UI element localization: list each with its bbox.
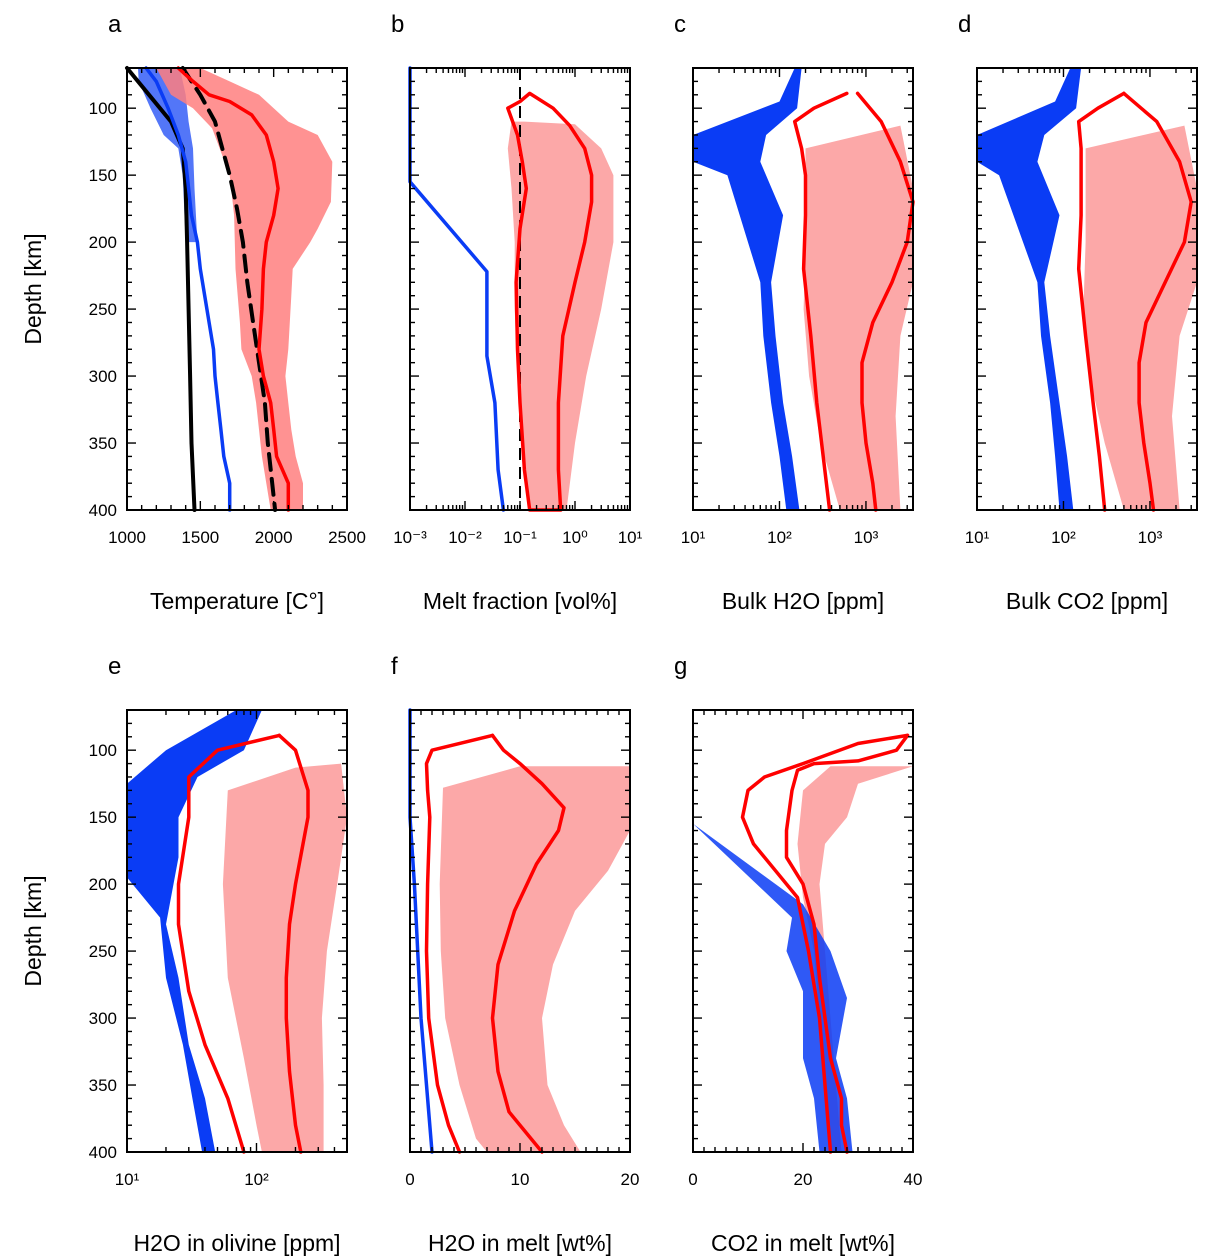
y-tick-label: 100 [89, 741, 117, 760]
x-axis-title: Bulk H2O [ppm] [722, 588, 884, 614]
panel-letter: g [674, 653, 687, 680]
red-line-f-2 [490, 733, 566, 1154]
red-line-a-3 [176, 66, 291, 512]
red-line-d-0 [1076, 91, 1126, 512]
panel-c: 10¹ 10² 10³ Bulk H2O [ppm] c [674, 11, 915, 614]
panel-letter: d [958, 11, 971, 38]
x-tick-label: 10⁰ [562, 528, 588, 547]
x-tick-label: 2500 [328, 528, 366, 547]
blue-line-a-2 [144, 66, 232, 512]
red-line-d-1 [1122, 91, 1193, 512]
x-tick-label: 0 [688, 1170, 697, 1189]
panel-b: 10⁻³ 10⁻² 10⁻¹ 10⁰ 10¹ Melt fraction [vol%] b [391, 11, 643, 614]
y-tick-label: 150 [89, 808, 117, 827]
blue-line-b-0 [408, 66, 506, 512]
red-line-f-1 [424, 733, 495, 1154]
x-tick-label: 10² [244, 1170, 269, 1189]
x-tick-label: 10⁻³ [393, 528, 427, 547]
y-tick-label: 200 [89, 233, 117, 252]
blue-band-c-0 [693, 68, 802, 510]
x-tick-label: 10³ [1138, 528, 1163, 547]
x-axis-title: Melt fraction [vol%] [423, 588, 617, 614]
y-tick-label: 400 [89, 1143, 117, 1162]
red-line-g-1 [784, 733, 910, 1154]
blue-band-a-0 [138, 68, 198, 243]
x-axis-title: H2O in olivine [ppm] [133, 1230, 340, 1256]
y-tick-label: 100 [89, 99, 117, 118]
y-tick-label: 300 [89, 367, 117, 386]
panel-e: 10¹ 10² 100 150 200 250 300 350 400 Depth [km] H2O… [20, 653, 348, 1256]
x-tick-label: 10⁻¹ [503, 528, 537, 547]
x-axis-title: Temperature [C°] [150, 588, 324, 614]
black-line-a-1 [180, 66, 278, 512]
pink_fill-band-e-1 [222, 763, 347, 1152]
x-tick-label: 20 [621, 1170, 640, 1189]
red-line-c-1 [855, 91, 915, 512]
red-line-c-0 [792, 91, 849, 512]
y-tick-label: 350 [89, 1076, 117, 1095]
panel-letter: a [108, 11, 122, 38]
blue-band-g-1 [693, 710, 853, 1152]
y-axis-title: Depth [km] [20, 875, 46, 986]
x-tick-label: 40 [904, 1170, 923, 1189]
panel-letter: e [108, 653, 121, 680]
y-tick-label: 300 [89, 1009, 117, 1028]
panel-d: 10¹ 10² 10³ Bulk CO2 [ppm] d [958, 11, 1198, 614]
x-tick-label: 10 [511, 1170, 530, 1189]
pink_fill-band-d-1 [1083, 125, 1197, 510]
x-tick-label: 20 [794, 1170, 813, 1189]
plot-frame-a [126, 67, 348, 511]
x-tick-label: 10² [767, 528, 792, 547]
x-axis-title: H2O in melt [wt%] [428, 1230, 612, 1256]
x-tick-label: 0 [405, 1170, 414, 1189]
red-line-e-1 [277, 733, 310, 1154]
blue-band-e-0 [127, 710, 262, 1152]
panel-f: 0 10 20 H2O in melt [wt%] f [391, 653, 639, 1256]
x-tick-label: 10² [1051, 528, 1076, 547]
panel-letter: f [391, 653, 398, 680]
red-line-e-0 [176, 733, 282, 1154]
pink_fill-band-c-1 [803, 125, 913, 510]
y-tick-label: 200 [89, 875, 117, 894]
panel-letter: c [674, 11, 686, 38]
plot-frame-c [692, 67, 914, 511]
y-tick-label: 250 [89, 942, 117, 961]
x-tick-label: 10¹ [681, 528, 706, 547]
x-axis-title: CO2 in melt [wt%] [711, 1230, 895, 1256]
pink_fill-band-f-0 [439, 766, 630, 1152]
y-tick-label: 150 [89, 166, 117, 185]
plot-frame-d [976, 67, 1198, 511]
y-tick-label: 250 [89, 300, 117, 319]
black-line-a-0 [125, 66, 197, 512]
red-line-g-0 [740, 733, 910, 1154]
panel-g: 0 20 40 CO2 in melt [wt%] g [674, 653, 922, 1256]
x-tick-label: 10⁻² [448, 528, 482, 547]
panel-a: 1000 1500 2000 2500 100 150 200 250 300 350 400 Dep… [20, 11, 366, 614]
x-tick-label: 1000 [108, 528, 146, 547]
panel-letter: b [391, 11, 404, 38]
y-axis-title: Depth [km] [20, 233, 46, 344]
x-tick-label: 10¹ [115, 1170, 140, 1189]
x-tick-label: 10¹ [965, 528, 990, 547]
red_fill-band-a-1 [156, 68, 333, 510]
blue-band-d-0 [977, 68, 1082, 510]
x-axis-title: Bulk CO2 [ppm] [1006, 588, 1168, 614]
x-tick-label: 10¹ [618, 528, 643, 547]
y-tick-label: 400 [89, 501, 117, 520]
y-tick-label: 350 [89, 434, 117, 453]
x-tick-label: 2000 [255, 528, 293, 547]
x-tick-label: 1500 [181, 528, 219, 547]
x-tick-label: 10³ [854, 528, 879, 547]
